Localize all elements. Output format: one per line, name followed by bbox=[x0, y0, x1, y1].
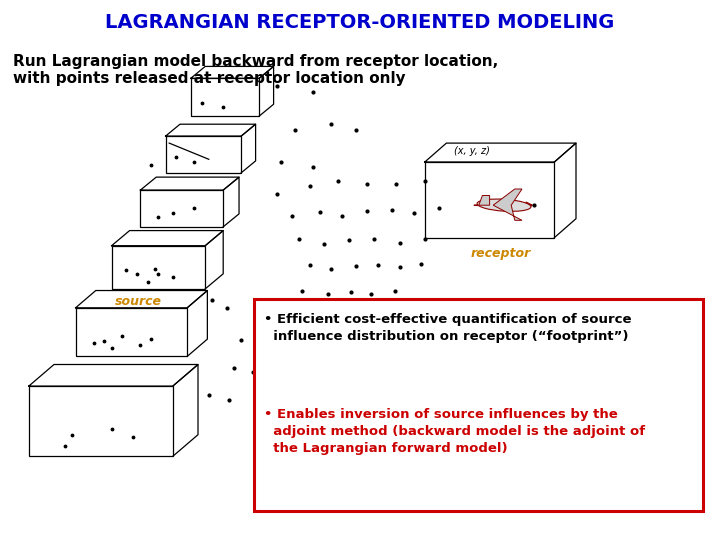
Text: LAGRANGIAN RECEPTOR-ORIENTED MODELING: LAGRANGIAN RECEPTOR-ORIENTED MODELING bbox=[105, 14, 615, 32]
Polygon shape bbox=[479, 195, 490, 205]
Text: (x, y, z): (x, y, z) bbox=[454, 146, 490, 156]
Text: Run Lagrangian model backward from receptor location,
with points released at re: Run Lagrangian model backward from recep… bbox=[13, 54, 498, 86]
Text: receptor: receptor bbox=[470, 247, 531, 260]
Text: • Efficient cost-effective quantification of source
  influence distribution on : • Efficient cost-effective quantificatio… bbox=[264, 313, 631, 343]
Polygon shape bbox=[493, 189, 522, 220]
Text: • Enables inversion of source influences by the
  adjoint method (backward model: • Enables inversion of source influences… bbox=[264, 408, 645, 455]
Text: source: source bbox=[115, 295, 162, 308]
FancyBboxPatch shape bbox=[254, 299, 703, 511]
Ellipse shape bbox=[477, 199, 531, 211]
